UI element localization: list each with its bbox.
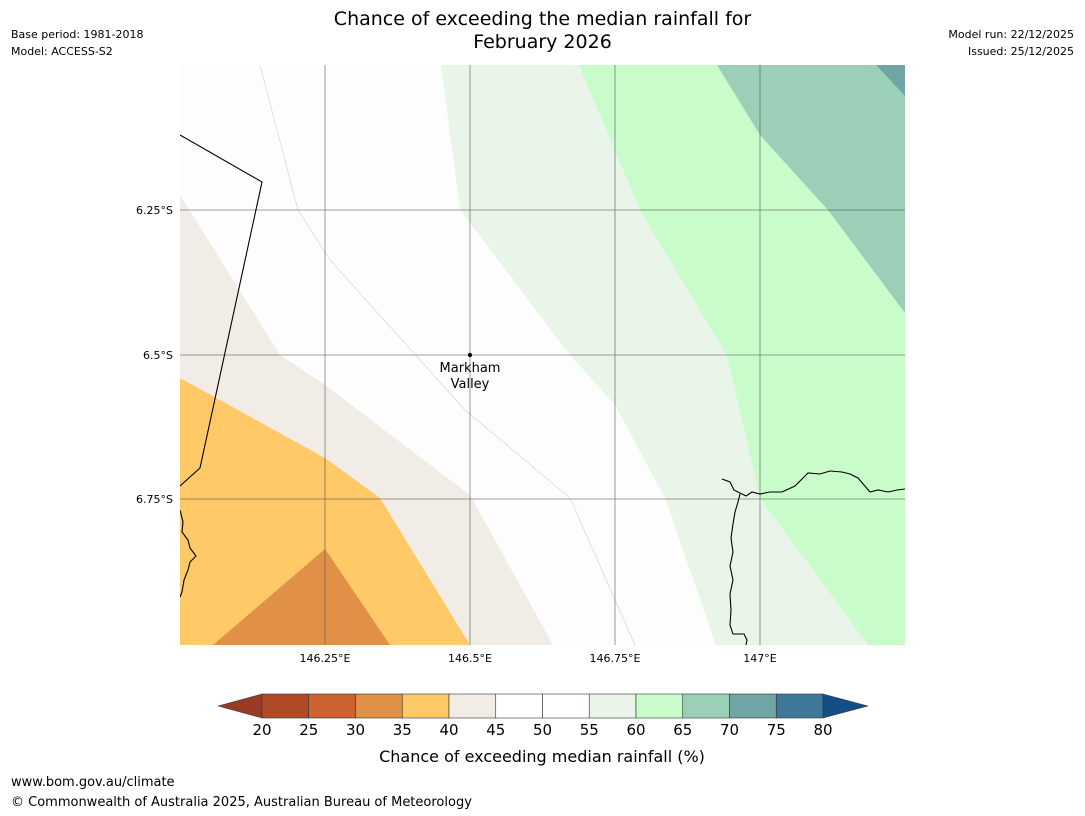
- colorbar-tick-label: 60: [626, 721, 645, 739]
- colorbar-under-arrow: [217, 693, 263, 719]
- colorbar-tick-label: 55: [580, 721, 599, 739]
- base-period: Base period: 1981-2018: [11, 28, 144, 41]
- colorbar-tick-label: 80: [813, 721, 832, 739]
- colorbar-tick-label: 50: [533, 721, 552, 739]
- colorbar-title: Chance of exceeding median rainfall (%): [379, 747, 705, 766]
- colorbar-cell: [682, 693, 730, 719]
- colorbar-cell: [775, 693, 824, 719]
- lon-label: 146.75°E: [590, 652, 641, 665]
- colorbar-tick-label: 40: [439, 721, 458, 739]
- colorbar-tick-label: 70: [720, 721, 739, 739]
- title-line-2: February 2026: [473, 31, 612, 53]
- issued-date: Issued: 25/12/2025: [967, 45, 1074, 58]
- page-title: Chance of exceeding the median rainfall …: [0, 8, 1085, 54]
- lon-label: 146.25°E: [300, 652, 351, 665]
- colorbar-cell: [495, 693, 543, 719]
- river-markham: [729, 493, 748, 645]
- colorbar-tick-label: 30: [346, 721, 365, 739]
- model-run: Model run: 22/12/2025: [948, 28, 1074, 41]
- colorbar-cells: [261, 693, 824, 719]
- colorbar-tick-label: 35: [393, 721, 412, 739]
- zone-30-35: [213, 549, 390, 645]
- coastline-east: [721, 470, 905, 497]
- place-marker[interactable]: [468, 353, 472, 357]
- map-plot-area: [180, 65, 905, 645]
- colorbar-cell: [308, 693, 356, 719]
- colorbar-tick-label: 75: [767, 721, 786, 739]
- title-line-1: Chance of exceeding the median rainfall …: [333, 8, 752, 30]
- footer-url[interactable]: www.bom.gov.au/climate: [11, 775, 175, 790]
- colorbar-over-arrow: [822, 693, 869, 719]
- place-name-line-1: Markham: [440, 361, 501, 376]
- colorbar-cell: [542, 693, 590, 719]
- colorbar-tick-label: 65: [673, 721, 692, 739]
- contour-line: [259, 65, 636, 645]
- colorbar-cell: [401, 693, 450, 719]
- province-boundary: [180, 134, 263, 487]
- lon-label: 146.5°E: [448, 652, 492, 665]
- zone-65-70: [717, 65, 905, 313]
- coastline-west: [180, 509, 197, 598]
- footer-copyright: © Commonwealth of Australia 2025, Austra…: [11, 795, 472, 810]
- colorbar-cell: [588, 693, 637, 719]
- colorbar-cell: [261, 693, 310, 719]
- colorbar: 20 25 30 35 40 45 50 55 60 65 70 75 80: [217, 693, 869, 739]
- colorbar-tick-label: 25: [299, 721, 318, 739]
- meta-left: Base period: 1981-2018 Model: ACCESS-S2: [11, 26, 143, 60]
- colorbar-cell: [448, 693, 497, 719]
- meta-right: Model run: 22/12/2025 Issued: 25/12/2025: [948, 26, 1074, 60]
- model-name: Model: ACCESS-S2: [11, 45, 113, 58]
- colorbar-ticks: 20 25 30 35 40 45 50 55 60 65 70 75 80: [252, 721, 832, 739]
- lat-label: 6.75°S: [136, 493, 173, 506]
- graticule: [180, 65, 905, 645]
- colorbar-cell: [355, 693, 403, 719]
- place-name-line-2: Valley: [451, 377, 490, 392]
- colorbar-cell: [729, 693, 777, 719]
- zone-70-75: [876, 65, 905, 96]
- lat-label: 6.25°S: [136, 204, 173, 217]
- colorbar-tick-label: 20: [252, 721, 271, 739]
- colorbar-cell: [635, 693, 684, 719]
- map-figure: Markham Valley 6.25°S 6.5°S 6.75°S 146.2…: [136, 65, 905, 766]
- lat-label: 6.5°S: [143, 349, 173, 362]
- lon-label: 147°E: [743, 652, 776, 665]
- colorbar-tick-label: 45: [486, 721, 505, 739]
